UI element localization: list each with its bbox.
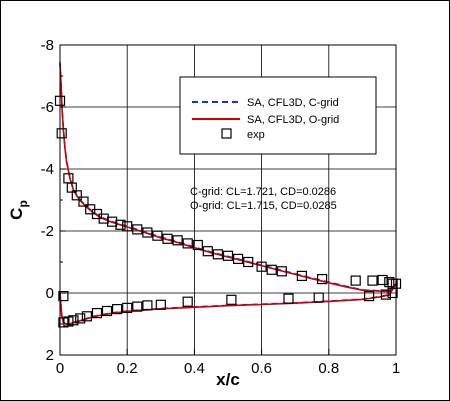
exp-marker [233, 253, 244, 264]
exp-marker [212, 249, 223, 260]
exp-marker [152, 230, 163, 241]
exp-marker [192, 239, 203, 251]
y-tick-label: 0 [46, 285, 54, 302]
y-axis-title-subscript: p [16, 200, 30, 207]
exp-marker [350, 275, 361, 286]
exp-marker [172, 235, 183, 246]
legend-box [179, 76, 377, 155]
exp-marker [296, 270, 307, 281]
svg-text:Cp: Cp [7, 200, 30, 220]
exp-marker [182, 296, 193, 307]
x-axis-title: x/c [216, 370, 240, 389]
exp-marker [142, 300, 153, 311]
y-axis-title: Cp [7, 200, 30, 220]
exp-markers [54, 95, 402, 328]
exp-marker [243, 256, 254, 268]
legend-label-c-grid: SA, CFL3D, C-grid [247, 97, 339, 109]
exp-marker [122, 302, 133, 313]
x-tick-label: 0 [56, 360, 64, 377]
exp-marker [122, 221, 133, 232]
exp-marker [202, 246, 213, 257]
y-tick-label: -4 [41, 161, 54, 178]
exp-marker [71, 190, 82, 201]
exp-marker [226, 294, 237, 305]
exp-marker [58, 291, 69, 302]
legend-swatch-exp [221, 128, 232, 139]
exp-marker [81, 311, 93, 322]
exp-marker [283, 293, 294, 304]
exp-marker [68, 315, 79, 326]
exp-marker [384, 277, 395, 288]
x-tick-label: 1 [392, 360, 400, 377]
x-tick-label: 0.2 [117, 360, 138, 377]
exp-marker [155, 299, 166, 310]
y-axis-title-main: C [7, 208, 26, 220]
y-tick-label: -6 [41, 99, 54, 116]
exp-marker [182, 238, 193, 249]
annotation-o-grid: O-grid: CL=1.715, CD=0.0285 [190, 200, 337, 212]
axis-ticks: 0 0.2 0.4 0.6 0.8 1-8-6-4-202 [41, 37, 401, 377]
exp-marker [266, 264, 277, 275]
exp-marker [222, 250, 234, 261]
exp-marker [101, 305, 113, 317]
x-tick-label: 0.6 [251, 360, 272, 377]
y-tick-label: -2 [41, 223, 54, 240]
exp-marker [387, 287, 398, 299]
exp-marker [132, 301, 143, 312]
annotation-c-grid: C-grid: CL=1.721, CD=0.0286 [190, 186, 336, 198]
exp-marker [313, 292, 324, 303]
exp-marker [75, 313, 86, 324]
y-tick-label: 2 [46, 347, 54, 364]
exp-marker [91, 308, 103, 319]
exp-marker [256, 261, 267, 272]
exp-marker [132, 224, 143, 235]
legend: SA, CFL3D, C-grid SA, CFL3D, O-grid exp [179, 76, 377, 155]
y-tick-label: -8 [41, 37, 54, 54]
exp-marker [377, 274, 388, 286]
legend-label-exp: exp [247, 129, 265, 141]
exp-marker [380, 289, 391, 300]
x-tick-label: 0.8 [318, 360, 339, 377]
exp-marker [364, 291, 375, 302]
exp-marker [317, 274, 328, 285]
exp-marker [115, 219, 126, 230]
exp-marker [111, 304, 123, 315]
exp-marker [142, 227, 153, 238]
exp-marker [162, 233, 173, 244]
x-tick-label: 0.4 [184, 360, 205, 377]
exp-marker [367, 275, 378, 286]
exp-marker [78, 196, 89, 207]
exp-marker [276, 266, 287, 277]
legend-label-o-grid: SA, CFL3D, O-grid [247, 114, 339, 126]
